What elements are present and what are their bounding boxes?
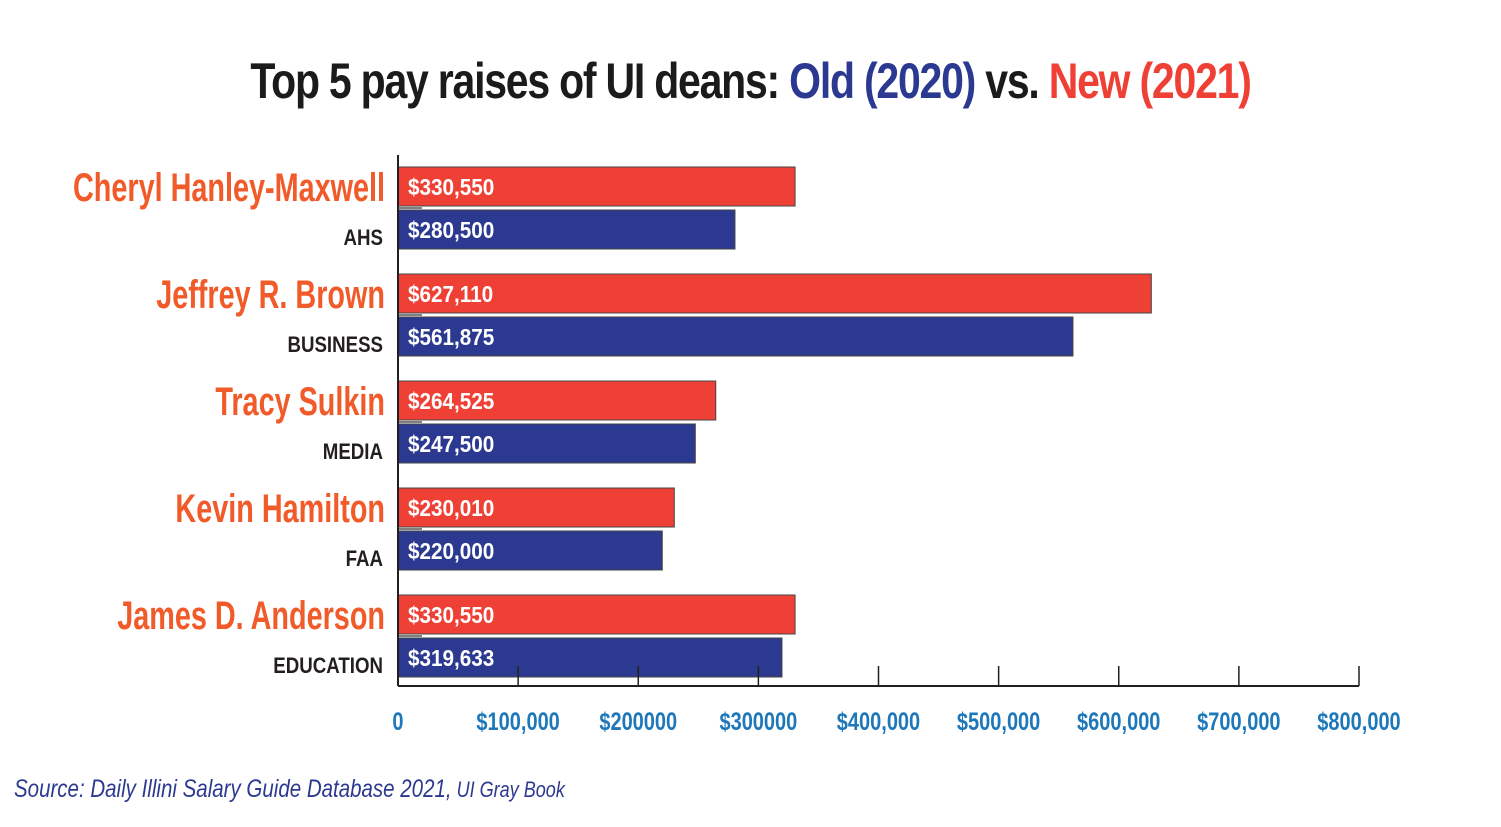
- x-tick-label: $800,000: [1317, 708, 1400, 736]
- bar-old-2020: [397, 637, 783, 678]
- bar-value-label: $330,550: [408, 602, 494, 628]
- bar-old-2020: [397, 530, 663, 571]
- x-tick-label: $200000: [599, 708, 677, 736]
- bar-value-label: $220,000: [408, 538, 494, 564]
- bar-value-label: $280,500: [408, 217, 494, 243]
- title-prefix: Top 5 pay raises of UI deans:: [250, 53, 790, 109]
- title-middle: vs.: [975, 53, 1049, 109]
- dean-name-label: Cheryl Hanley-Maxwell: [73, 165, 385, 210]
- dean-name-label: Tracy Sulkin: [215, 379, 385, 424]
- bar-old-2020: [397, 316, 1074, 357]
- bar-value-label: $230,010: [408, 495, 494, 521]
- source-note: Source: Daily Illini Salary Guide Databa…: [14, 775, 565, 804]
- dean-name-label: Kevin Hamilton: [175, 486, 385, 531]
- bar-new-2021: [397, 594, 796, 635]
- bar-value-label: $627,110: [408, 281, 493, 307]
- bar-new-2021: [397, 166, 796, 207]
- x-tick-label: $500,000: [957, 708, 1040, 736]
- x-tick-label: $300000: [719, 708, 797, 736]
- bar-value-label: $247,500: [408, 431, 494, 457]
- bar-new-2021: [397, 487, 675, 528]
- department-label: MEDIA: [323, 441, 383, 465]
- department-label: AHS: [344, 227, 383, 251]
- bar-value-label: $264,525: [408, 388, 494, 414]
- source-main: Source: Daily Illini Salary Guide Databa…: [14, 775, 452, 803]
- department-label: EDUCATION: [273, 655, 383, 679]
- x-tick-label: $400,000: [837, 708, 920, 736]
- x-tick-label: $100,000: [476, 708, 559, 736]
- dean-name-label: James D. Anderson: [117, 593, 385, 638]
- bars-layer: $330,550 $280,500 $627,110 $561,875 $264,525…: [397, 166, 1152, 678]
- chart-title: Top 5 pay raises of UI deans: Old (2020)…: [135, 52, 1366, 110]
- category-labels: Cheryl Hanley-Maxwell AHS Jeffrey R. Brown…: [73, 165, 385, 678]
- title-new-label: New (2021): [1048, 53, 1252, 109]
- bar-value-label: $330,550: [408, 174, 494, 200]
- bar-new-2021: [397, 273, 1152, 314]
- department-label: BUSINESS: [287, 334, 383, 358]
- bar-value-label: $319,633: [408, 645, 494, 671]
- x-tick-label: 0: [392, 708, 403, 736]
- x-tick-label: $600,000: [1077, 708, 1160, 736]
- x-axis: 0 $100,000 $200000 $300000 $400,000 $500,000 $…: [392, 155, 1401, 736]
- x-tick-label: $700,000: [1197, 708, 1280, 736]
- department-label: FAA: [346, 548, 384, 572]
- bar-new-2021: [397, 380, 717, 421]
- bar-value-label: $561,875: [408, 324, 494, 350]
- title-old-label: Old (2020): [789, 53, 976, 109]
- source-secondary: UI Gray Book: [451, 777, 565, 802]
- bar-old-2020: [397, 209, 736, 250]
- dean-name-label: Jeffrey R. Brown: [156, 272, 385, 317]
- bar-old-2020: [397, 423, 696, 464]
